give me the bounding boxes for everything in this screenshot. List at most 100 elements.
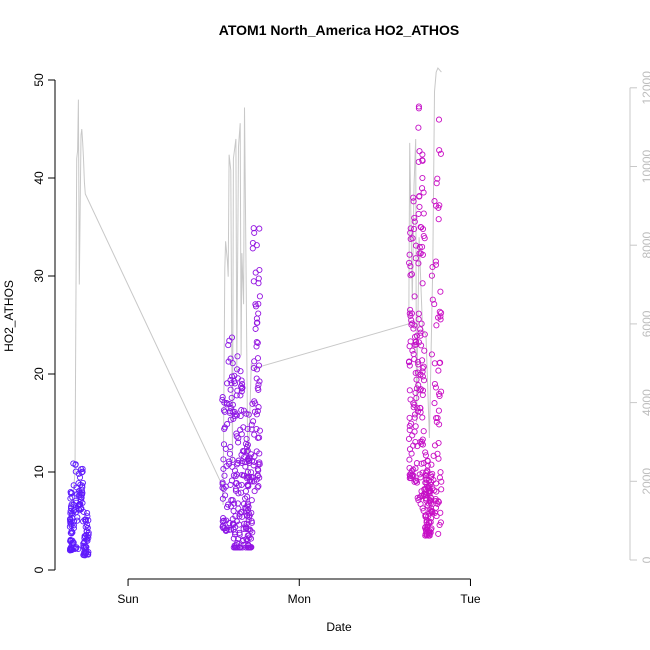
data-point: [255, 404, 262, 411]
data-point: [406, 362, 413, 369]
data-point: [225, 342, 232, 349]
data-point: [79, 479, 86, 486]
data-point: [233, 544, 240, 551]
data-point: [421, 347, 428, 354]
data-point: [412, 369, 419, 377]
data-point: [240, 500, 247, 507]
data-point: [429, 296, 436, 303]
data-point: [244, 493, 251, 500]
data-point: [419, 174, 426, 182]
data-point: [407, 229, 414, 236]
data-point: [432, 258, 439, 265]
data-point: [67, 510, 74, 517]
data-point: [411, 414, 418, 421]
data-point: [221, 472, 228, 479]
data-point: [421, 331, 428, 338]
x-tick-label: Tue: [460, 592, 481, 606]
data-point: [224, 421, 231, 428]
data-point: [414, 443, 421, 450]
data-point: [433, 513, 440, 520]
data-point: [419, 414, 426, 421]
data-point: [416, 250, 423, 257]
data-point: [240, 525, 247, 532]
data-point: [219, 394, 226, 401]
data-point: [247, 535, 255, 542]
data-point: [226, 526, 233, 533]
data-point: [69, 509, 76, 516]
data-point: [414, 494, 421, 501]
data-point: [255, 275, 262, 282]
data-point: [231, 467, 239, 474]
data-point: [252, 325, 259, 332]
data-point: [406, 343, 413, 350]
data-point: [251, 229, 258, 236]
data-point: [416, 387, 423, 394]
data-point: [231, 531, 239, 538]
data-point: [233, 412, 240, 419]
data-point: [77, 506, 85, 513]
data-point: [415, 361, 422, 368]
data-point: [408, 317, 415, 324]
data-point: [85, 549, 92, 556]
data-point: [233, 518, 240, 525]
data-point: [234, 460, 241, 467]
data-point: [436, 421, 443, 428]
data-point: [422, 512, 430, 519]
data-point: [233, 461, 241, 468]
data-point: [252, 301, 259, 308]
data-point: [416, 193, 423, 200]
data-point: [410, 194, 417, 201]
y-tick-label: 10: [32, 465, 46, 479]
data-point: [413, 341, 420, 348]
data-point: [421, 235, 428, 242]
altitude-series: [69, 67, 442, 529]
data-point: [415, 124, 422, 131]
data-point: [409, 347, 416, 354]
data-point: [407, 306, 414, 313]
data-point: [431, 509, 439, 516]
data-point: [438, 486, 445, 493]
data-point: [227, 408, 234, 415]
data-point: [219, 523, 226, 530]
data-point: [255, 483, 262, 490]
data-point: [73, 484, 80, 491]
data-point: [243, 520, 250, 527]
data-point: [422, 449, 429, 456]
data-point: [244, 455, 251, 463]
data-point: [82, 523, 89, 531]
data-point: [407, 263, 414, 270]
data-point: [435, 530, 442, 537]
data-point: [243, 448, 250, 455]
data-point: [76, 492, 83, 499]
data-point: [254, 339, 261, 346]
data-point: [72, 468, 79, 475]
data-point: [411, 401, 418, 408]
data-point: [256, 225, 263, 232]
data-point: [432, 497, 439, 505]
data-point: [408, 420, 415, 427]
data-point: [419, 225, 427, 233]
data-point: [253, 338, 260, 346]
data-point: [246, 512, 253, 519]
data-point: [235, 490, 242, 497]
data-point: [437, 469, 444, 476]
data-point: [436, 521, 443, 529]
y2-tick-label: 8000: [640, 232, 650, 259]
data-point: [412, 242, 420, 249]
data-point: [416, 244, 423, 251]
data-point: [240, 424, 247, 431]
data-point: [222, 445, 229, 452]
data-point: [433, 180, 440, 187]
data-point: [231, 372, 238, 379]
data-point: [68, 530, 75, 537]
data-point: [250, 278, 257, 285]
data-point: [239, 513, 246, 520]
data-point: [219, 479, 226, 486]
data-point: [431, 380, 438, 388]
data-point: [427, 478, 435, 486]
data-point: [233, 392, 240, 399]
data-point: [237, 368, 244, 375]
data-point: [238, 489, 245, 496]
data-point: [406, 310, 413, 317]
data-point: [435, 498, 442, 506]
